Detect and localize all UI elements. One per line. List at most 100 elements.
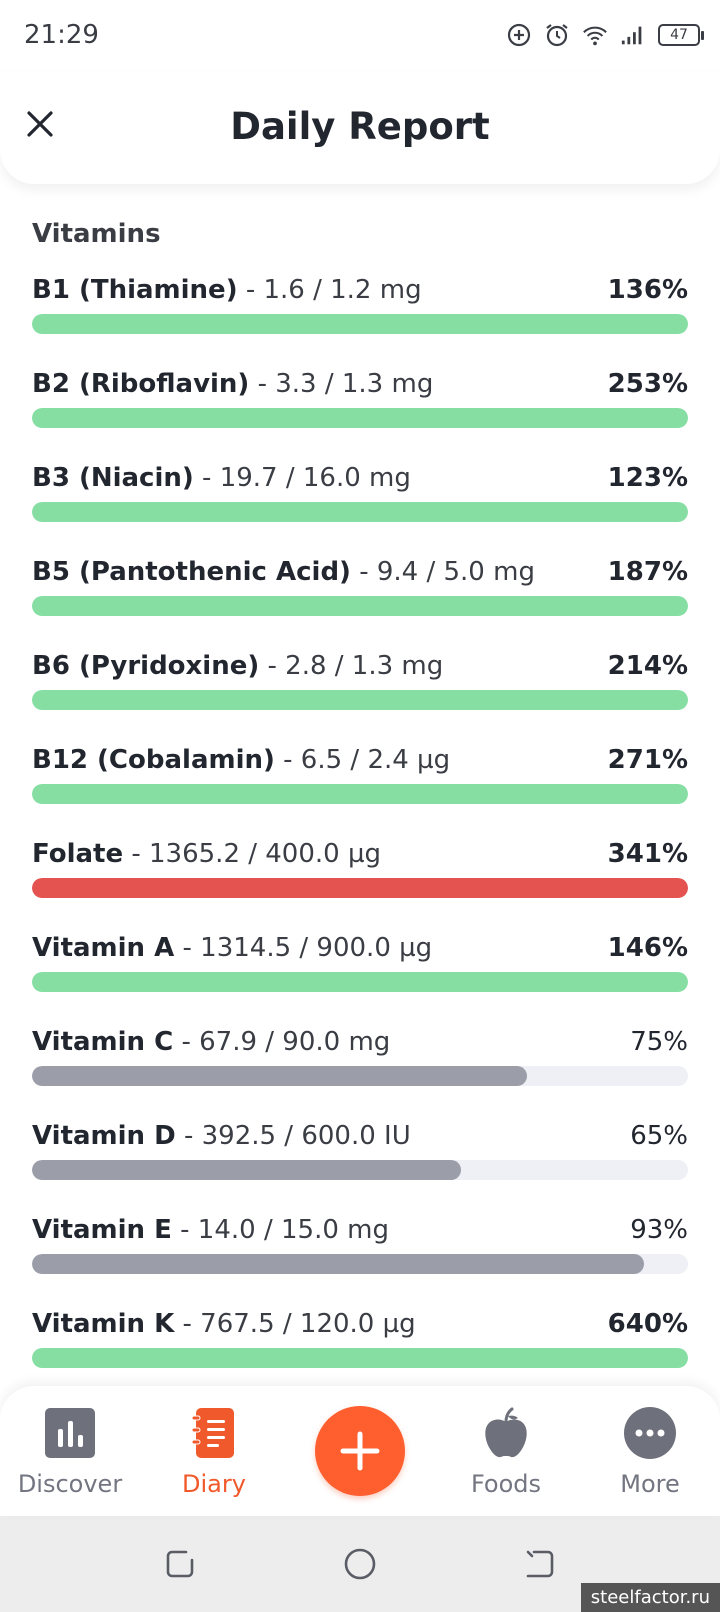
bar-chart-icon bbox=[43, 1406, 97, 1460]
progress-track bbox=[32, 314, 688, 334]
nutrient-label: Vitamin A - 1314.5 / 900.0 µg bbox=[32, 933, 432, 963]
home-button[interactable] bbox=[340, 1544, 380, 1584]
data-saver-icon bbox=[506, 22, 532, 48]
nutrient-amount: - 2.8 / 1.3 mg bbox=[259, 651, 444, 681]
watermark: steelfactor.ru bbox=[580, 1583, 720, 1612]
progress-fill bbox=[32, 1254, 645, 1274]
close-icon bbox=[27, 111, 53, 137]
header: Daily Report bbox=[0, 72, 720, 184]
progress-track bbox=[32, 408, 688, 428]
notebook-icon bbox=[187, 1406, 241, 1460]
status-bar: 21:29 47 bbox=[0, 0, 720, 72]
progress-track bbox=[32, 878, 688, 898]
nav-diary[interactable]: Diary bbox=[144, 1406, 284, 1506]
nav-discover[interactable]: Discover bbox=[0, 1406, 140, 1506]
progress-track bbox=[32, 784, 688, 804]
nutrient-amount: - 14.0 / 15.0 mg bbox=[171, 1215, 389, 1245]
progress-fill bbox=[32, 314, 688, 334]
nav-label-more: More bbox=[620, 1470, 680, 1498]
nutrient-header: B6 (Pyridoxine) - 2.8 / 1.3 mg 214% bbox=[32, 646, 688, 686]
nutrient-label: Vitamin E - 14.0 / 15.0 mg bbox=[32, 1215, 389, 1245]
nav-label-discover: Discover bbox=[17, 1470, 123, 1498]
nutrient-header: Vitamin C - 67.9 / 90.0 mg 75% bbox=[32, 1022, 688, 1062]
nutrient-header: B1 (Thiamine) - 1.6 / 1.2 mg 136% bbox=[32, 270, 688, 310]
nutrient-header: Vitamin K - 767.5 / 120.0 µg 640% bbox=[32, 1304, 688, 1344]
nutrient-header: Vitamin A - 1314.5 / 900.0 µg 146% bbox=[32, 928, 688, 968]
nutrient-label: B5 (Pantothenic Acid) - 9.4 / 5.0 mg bbox=[32, 557, 535, 587]
nutrient-header: Vitamin E - 14.0 / 15.0 mg 93% bbox=[32, 1210, 688, 1250]
wifi-icon bbox=[582, 22, 608, 48]
nutrient-amount: - 392.5 / 600.0 IU bbox=[175, 1121, 411, 1151]
nutrient-name: B1 (Thiamine) bbox=[32, 275, 238, 305]
nutrient-amount: - 6.5 / 2.4 µg bbox=[274, 745, 451, 775]
back-button[interactable] bbox=[520, 1544, 560, 1584]
apple-icon bbox=[479, 1406, 533, 1460]
recents-button[interactable] bbox=[160, 1544, 200, 1584]
nutrient-row: Vitamin E - 14.0 / 15.0 mg 93% bbox=[32, 1210, 688, 1304]
alarm-icon bbox=[544, 22, 570, 48]
progress-fill bbox=[32, 408, 688, 428]
progress-fill bbox=[32, 784, 688, 804]
nutrient-amount: - 67.9 / 90.0 mg bbox=[173, 1027, 391, 1057]
nav-more[interactable]: More bbox=[580, 1406, 720, 1506]
nutrient-amount: - 1365.2 / 400.0 µg bbox=[123, 839, 382, 869]
nutrient-name: Vitamin E bbox=[32, 1215, 172, 1245]
nutrient-percent: 93% bbox=[630, 1215, 688, 1245]
progress-fill bbox=[32, 1348, 688, 1368]
nutrient-row: Vitamin D - 392.5 / 600.0 IU 65% bbox=[32, 1116, 688, 1210]
nav-foods[interactable]: Foods bbox=[436, 1406, 576, 1506]
progress-track bbox=[32, 502, 688, 522]
nutrient-label: Vitamin K - 767.5 / 120.0 µg bbox=[32, 1309, 416, 1339]
nutrient-label: Folate - 1365.2 / 400.0 µg bbox=[32, 839, 381, 869]
nutrient-percent: 640% bbox=[607, 1309, 688, 1339]
recents-icon bbox=[166, 1550, 194, 1578]
nutrient-name: B3 (Niacin) bbox=[32, 463, 194, 493]
nutrient-name: Vitamin A bbox=[32, 933, 175, 963]
nutrient-row: Vitamin C - 67.9 / 90.0 mg 75% bbox=[32, 1022, 688, 1116]
nutrient-name: Vitamin D bbox=[32, 1121, 176, 1151]
back-icon bbox=[526, 1550, 554, 1578]
nutrient-row: Vitamin K - 767.5 / 120.0 µg 640% bbox=[32, 1304, 688, 1398]
nutrient-header: B5 (Pantothenic Acid) - 9.4 / 5.0 mg 187% bbox=[32, 552, 688, 592]
close-button[interactable] bbox=[20, 104, 60, 144]
nutrient-label: Vitamin D - 392.5 / 600.0 IU bbox=[32, 1121, 411, 1151]
report-content[interactable]: Vitamins B1 (Thiamine) - 1.6 / 1.2 mg 136… bbox=[0, 184, 720, 1384]
nutrient-percent: 271% bbox=[607, 745, 688, 775]
nutrient-header: Vitamin D - 392.5 / 600.0 IU 65% bbox=[32, 1116, 688, 1156]
home-icon bbox=[344, 1548, 376, 1580]
signal-icon bbox=[620, 22, 646, 48]
nutrient-row: B2 (Riboflavin) - 3.3 / 1.3 mg 253% bbox=[32, 364, 688, 458]
nutrient-row: B5 (Pantothenic Acid) - 9.4 / 5.0 mg 187% bbox=[32, 552, 688, 646]
nutrient-percent: 341% bbox=[607, 839, 688, 869]
nutrient-name: B6 (Pyridoxine) bbox=[32, 651, 260, 681]
progress-fill bbox=[32, 878, 688, 898]
battery-icon: 47 bbox=[658, 24, 704, 46]
progress-track bbox=[32, 1348, 688, 1368]
add-button[interactable] bbox=[315, 1406, 405, 1496]
nutrient-amount: - 3.3 / 1.3 mg bbox=[249, 369, 434, 399]
nutrient-amount: - 9.4 / 5.0 mg bbox=[350, 557, 535, 587]
page-title: Daily Report bbox=[230, 105, 490, 148]
nutrient-name: Folate bbox=[32, 839, 124, 869]
progress-fill bbox=[32, 1066, 528, 1086]
nutrient-amount: - 1.6 / 1.2 mg bbox=[237, 275, 422, 305]
nutrient-label: B1 (Thiamine) - 1.6 / 1.2 mg bbox=[32, 275, 422, 305]
status-time: 21:29 bbox=[24, 20, 99, 50]
nutrient-label: Vitamin C - 67.9 / 90.0 mg bbox=[32, 1027, 390, 1057]
progress-track bbox=[32, 1066, 688, 1086]
more-dots-icon bbox=[623, 1406, 677, 1460]
nav-label-foods: Foods bbox=[470, 1470, 542, 1498]
progress-fill bbox=[32, 502, 688, 522]
nutrient-amount: - 767.5 / 120.0 µg bbox=[174, 1309, 416, 1339]
nav-label-diary: Diary bbox=[182, 1470, 246, 1498]
nutrient-row: Vitamin A - 1314.5 / 900.0 µg 146% bbox=[32, 928, 688, 1022]
progress-track bbox=[32, 972, 688, 992]
nutrient-percent: 146% bbox=[607, 933, 688, 963]
nutrient-header: Folate - 1365.2 / 400.0 µg 341% bbox=[32, 834, 688, 874]
nutrient-percent: 187% bbox=[607, 557, 688, 587]
progress-fill bbox=[32, 690, 688, 710]
nutrient-label: B3 (Niacin) - 19.7 / 16.0 mg bbox=[32, 463, 411, 493]
nutrient-row: B12 (Cobalamin) - 6.5 / 2.4 µg 271% bbox=[32, 740, 688, 834]
nutrient-row: B6 (Pyridoxine) - 2.8 / 1.3 mg 214% bbox=[32, 646, 688, 740]
section-title: Vitamins bbox=[32, 219, 161, 249]
